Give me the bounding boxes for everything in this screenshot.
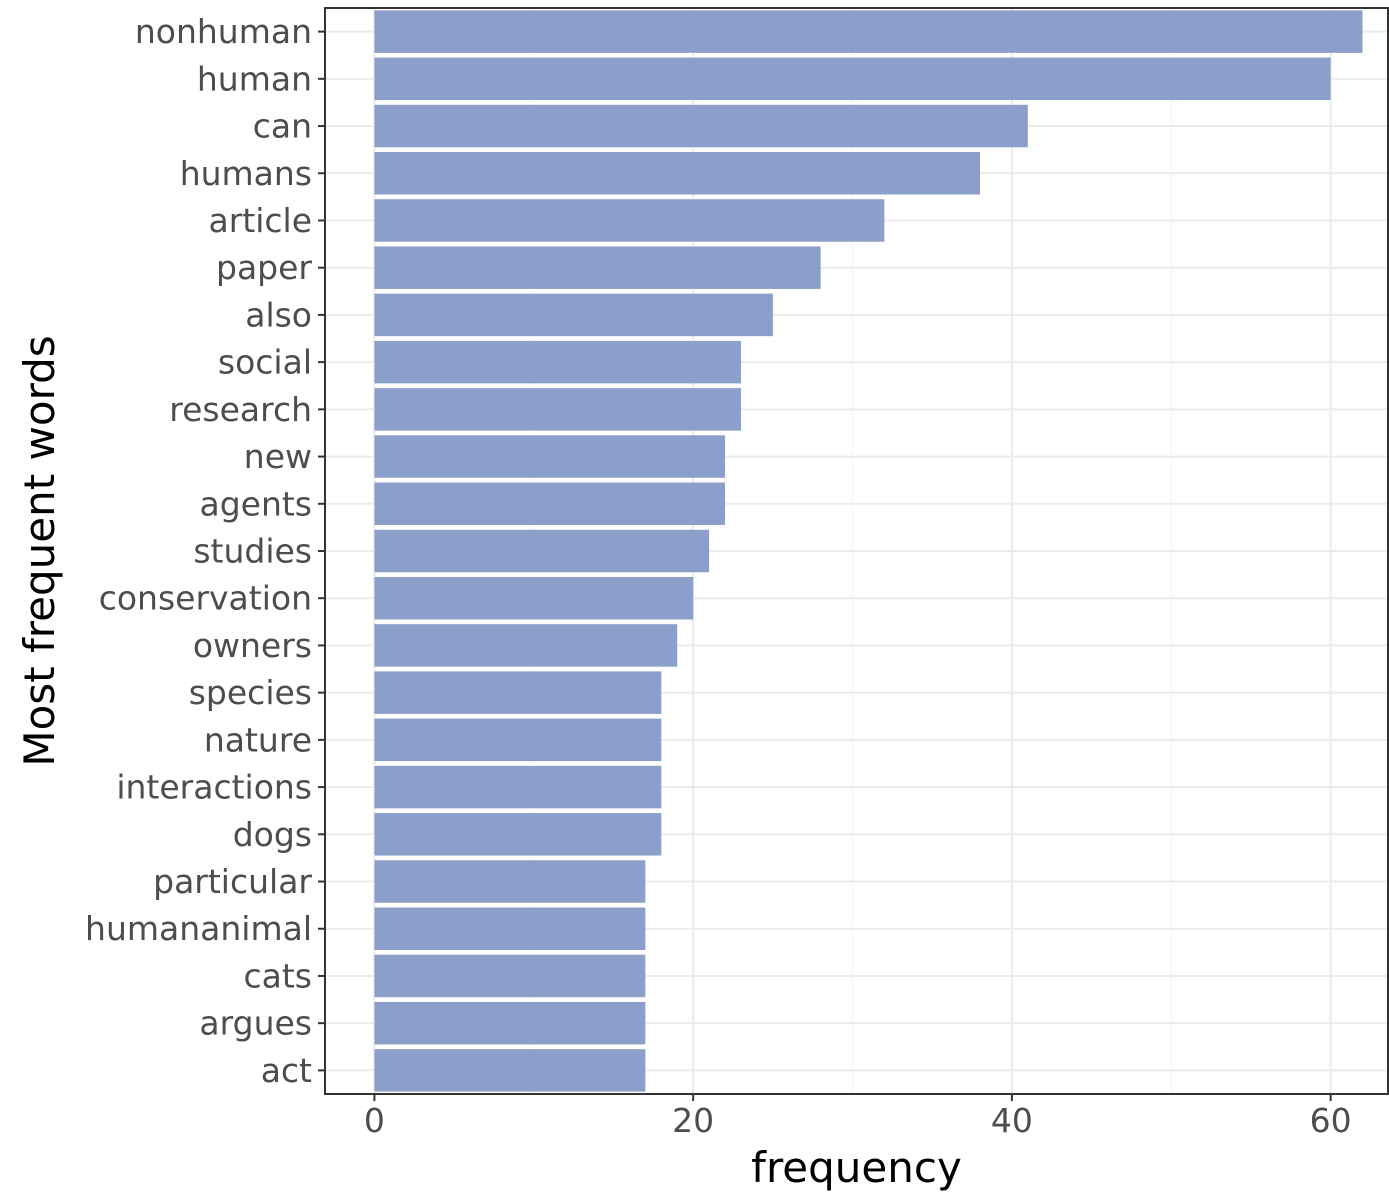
bar-paper	[374, 246, 821, 289]
y-tick-label: social	[218, 343, 312, 382]
bar-particular	[374, 860, 646, 903]
y-tick-label: studies	[193, 532, 312, 571]
bar-agents	[374, 482, 726, 526]
bar-cats	[374, 954, 646, 998]
bar-dogs	[374, 813, 662, 856]
x-tick-label: 20	[672, 1101, 714, 1140]
y-axis: nonhuman human can humans article paper also so…	[85, 12, 325, 1090]
bar-studies	[374, 529, 710, 573]
bars	[374, 10, 1363, 1092]
y-tick-label: cats	[244, 956, 313, 995]
y-tick-label: interactions	[116, 768, 312, 807]
bar-also	[374, 293, 773, 337]
bar-new	[374, 435, 726, 478]
bar-social	[374, 340, 741, 384]
bar-species	[374, 671, 662, 714]
y-tick-label: article	[208, 201, 312, 240]
y-tick-label: also	[245, 295, 312, 334]
y-tick-label: can	[253, 107, 312, 146]
bar-nature	[374, 718, 662, 762]
x-tick-label: 40	[991, 1101, 1033, 1140]
bar-interactions	[374, 765, 662, 809]
x-axis-title: frequency	[751, 1143, 962, 1192]
y-tick-label: nonhuman	[135, 12, 312, 51]
y-axis-title: Most frequent words	[15, 335, 64, 766]
bar-humans	[374, 152, 981, 195]
y-tick-label: research	[169, 390, 312, 429]
bar-act	[374, 1049, 646, 1092]
y-tick-label: dogs	[233, 815, 312, 854]
x-axis: 0 20 40 60	[364, 1094, 1352, 1140]
bar-article	[374, 199, 885, 242]
bar-humananimal	[374, 907, 646, 950]
y-tick-label: argues	[199, 1004, 312, 1043]
y-tick-label: humananimal	[85, 909, 312, 948]
bar-conservation	[374, 576, 694, 620]
bar-research	[374, 388, 741, 431]
y-tick-label: human	[197, 59, 312, 98]
bar-argues	[374, 1001, 646, 1045]
y-tick-label: act	[261, 1051, 312, 1090]
y-tick-label: particular	[153, 862, 312, 901]
y-tick-label: nature	[204, 720, 312, 759]
y-tick-label: species	[189, 673, 312, 712]
x-tick-label: 0	[364, 1101, 385, 1140]
bar-can	[374, 104, 1028, 148]
y-tick-label: owners	[193, 626, 312, 665]
bar-owners	[374, 624, 678, 667]
y-tick-label: paper	[216, 248, 312, 287]
y-tick-label: conservation	[99, 579, 312, 618]
bar-nonhuman	[374, 10, 1363, 53]
y-tick-label: new	[244, 437, 312, 476]
x-tick-label: 60	[1310, 1101, 1352, 1140]
y-tick-label: humans	[180, 154, 312, 193]
y-tick-label: agents	[199, 484, 312, 523]
bar-human	[374, 57, 1331, 101]
